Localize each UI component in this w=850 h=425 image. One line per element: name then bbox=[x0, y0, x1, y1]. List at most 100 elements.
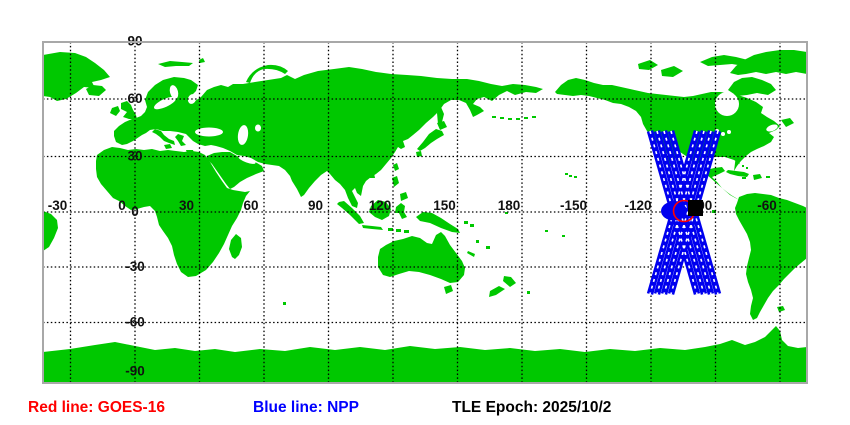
greenland-west bbox=[730, 50, 807, 75]
eurasia bbox=[114, 67, 543, 208]
gulf-of-st-lawrence bbox=[766, 124, 778, 132]
chatham-island bbox=[527, 291, 530, 294]
jamaica bbox=[742, 177, 746, 179]
solomons-2 bbox=[470, 224, 474, 227]
hispaniola bbox=[753, 174, 762, 180]
philippines-luzon bbox=[392, 176, 399, 187]
australia bbox=[378, 232, 465, 283]
aleutian-3 bbox=[508, 118, 512, 120]
solomons-1 bbox=[464, 221, 468, 224]
lon-label--60: -60 bbox=[757, 198, 777, 213]
japan-kyushu bbox=[416, 151, 422, 157]
svalbard bbox=[158, 61, 193, 67]
greece bbox=[175, 134, 186, 146]
lat-label--30: -30 bbox=[125, 259, 145, 274]
lat-label-30: 30 bbox=[127, 149, 142, 164]
caspian-sea bbox=[237, 125, 249, 145]
italy bbox=[152, 129, 175, 145]
borneo bbox=[369, 200, 391, 220]
aleutian-4 bbox=[516, 118, 520, 120]
antarctica bbox=[43, 326, 807, 383]
marker-layer bbox=[661, 199, 703, 223]
lon-label-150: 150 bbox=[433, 198, 456, 213]
kerguelen bbox=[283, 302, 286, 305]
japan-honshu bbox=[417, 129, 444, 151]
hawaii-3 bbox=[574, 176, 577, 178]
ellesmere bbox=[700, 55, 748, 66]
aleutian-5 bbox=[524, 117, 528, 119]
aleutian-2 bbox=[500, 117, 504, 119]
lon-label-90: 90 bbox=[308, 198, 323, 213]
south-america bbox=[735, 193, 807, 320]
great-britain bbox=[121, 101, 137, 119]
lon-label--120: -120 bbox=[624, 198, 651, 213]
madagascar bbox=[229, 234, 242, 259]
novaya-zemlya bbox=[246, 64, 288, 83]
brazil-east-edge bbox=[43, 211, 58, 251]
hawaii-2 bbox=[569, 175, 572, 177]
taiwan bbox=[393, 163, 399, 171]
iceland bbox=[86, 85, 106, 96]
franz-josef bbox=[199, 58, 205, 63]
banks-island bbox=[638, 60, 658, 70]
polynesia-1 bbox=[545, 230, 548, 232]
new-zealand-north bbox=[503, 276, 516, 287]
lon-label--150: -150 bbox=[560, 198, 587, 213]
aleutian-1 bbox=[492, 116, 496, 118]
baffin-island bbox=[728, 77, 776, 96]
gilbert-islands bbox=[505, 212, 508, 214]
greenland-east bbox=[43, 52, 110, 101]
aleutian-6 bbox=[532, 116, 536, 118]
lesser-sunda-2 bbox=[396, 229, 401, 232]
tasmania bbox=[444, 285, 453, 294]
lon-label--30: -30 bbox=[48, 198, 68, 213]
philippines-mindanao bbox=[400, 192, 408, 201]
sumatra bbox=[337, 201, 364, 224]
legend-tle-epoch: TLE Epoch: 2025/10/2 bbox=[452, 399, 612, 416]
legend-goes16: Red line: GOES-16 bbox=[28, 399, 165, 416]
newfoundland bbox=[781, 118, 794, 127]
new-guinea bbox=[416, 212, 460, 233]
lesser-sunda-3 bbox=[404, 230, 409, 233]
great-lake-3 bbox=[721, 132, 725, 136]
seas-layer bbox=[153, 85, 778, 164]
great-lake-4 bbox=[727, 130, 731, 134]
lon-label-30: 30 bbox=[179, 198, 194, 213]
black-sea bbox=[195, 127, 223, 137]
gulf-of-bothnia bbox=[169, 85, 179, 99]
label-layer: -30 0 30 60 90 120 150 180 -150 -120 -90 -60 60 30 0 -3… bbox=[48, 34, 777, 379]
sicily bbox=[164, 144, 172, 149]
polynesia-2 bbox=[562, 235, 565, 237]
ireland bbox=[110, 106, 120, 116]
lon-label-60: 60 bbox=[243, 198, 258, 213]
lat-label-60: 60 bbox=[127, 91, 142, 106]
falklands bbox=[777, 306, 785, 312]
lesser-sunda-1 bbox=[388, 228, 393, 231]
map-border bbox=[42, 41, 808, 384]
new-caledonia bbox=[467, 251, 475, 257]
new-zealand-south bbox=[489, 286, 505, 297]
lon-label-0: 0 bbox=[118, 198, 126, 213]
lat-label--90: -90 bbox=[125, 364, 145, 379]
victoria-island bbox=[661, 66, 683, 77]
vanuatu bbox=[476, 240, 479, 243]
lon-label-180: 180 bbox=[498, 198, 521, 213]
sulawesi bbox=[395, 203, 407, 219]
bahamas-1 bbox=[742, 165, 744, 167]
cuba bbox=[726, 170, 749, 177]
persian-gulf bbox=[238, 156, 256, 164]
hudson-bay bbox=[715, 92, 739, 116]
lat-label-0: 0 bbox=[131, 204, 139, 219]
aral-sea bbox=[255, 124, 261, 132]
npp-track-centerline-6 bbox=[663, 130, 712, 295]
baltic-sea bbox=[153, 96, 177, 110]
lat-label--60: -60 bbox=[125, 315, 145, 330]
java bbox=[362, 225, 383, 230]
puerto-rico bbox=[766, 176, 770, 178]
site-marker-square bbox=[688, 200, 703, 216]
hainan bbox=[369, 173, 375, 178]
fiji bbox=[486, 246, 490, 249]
legend-npp: Blue line: NPP bbox=[253, 399, 359, 416]
